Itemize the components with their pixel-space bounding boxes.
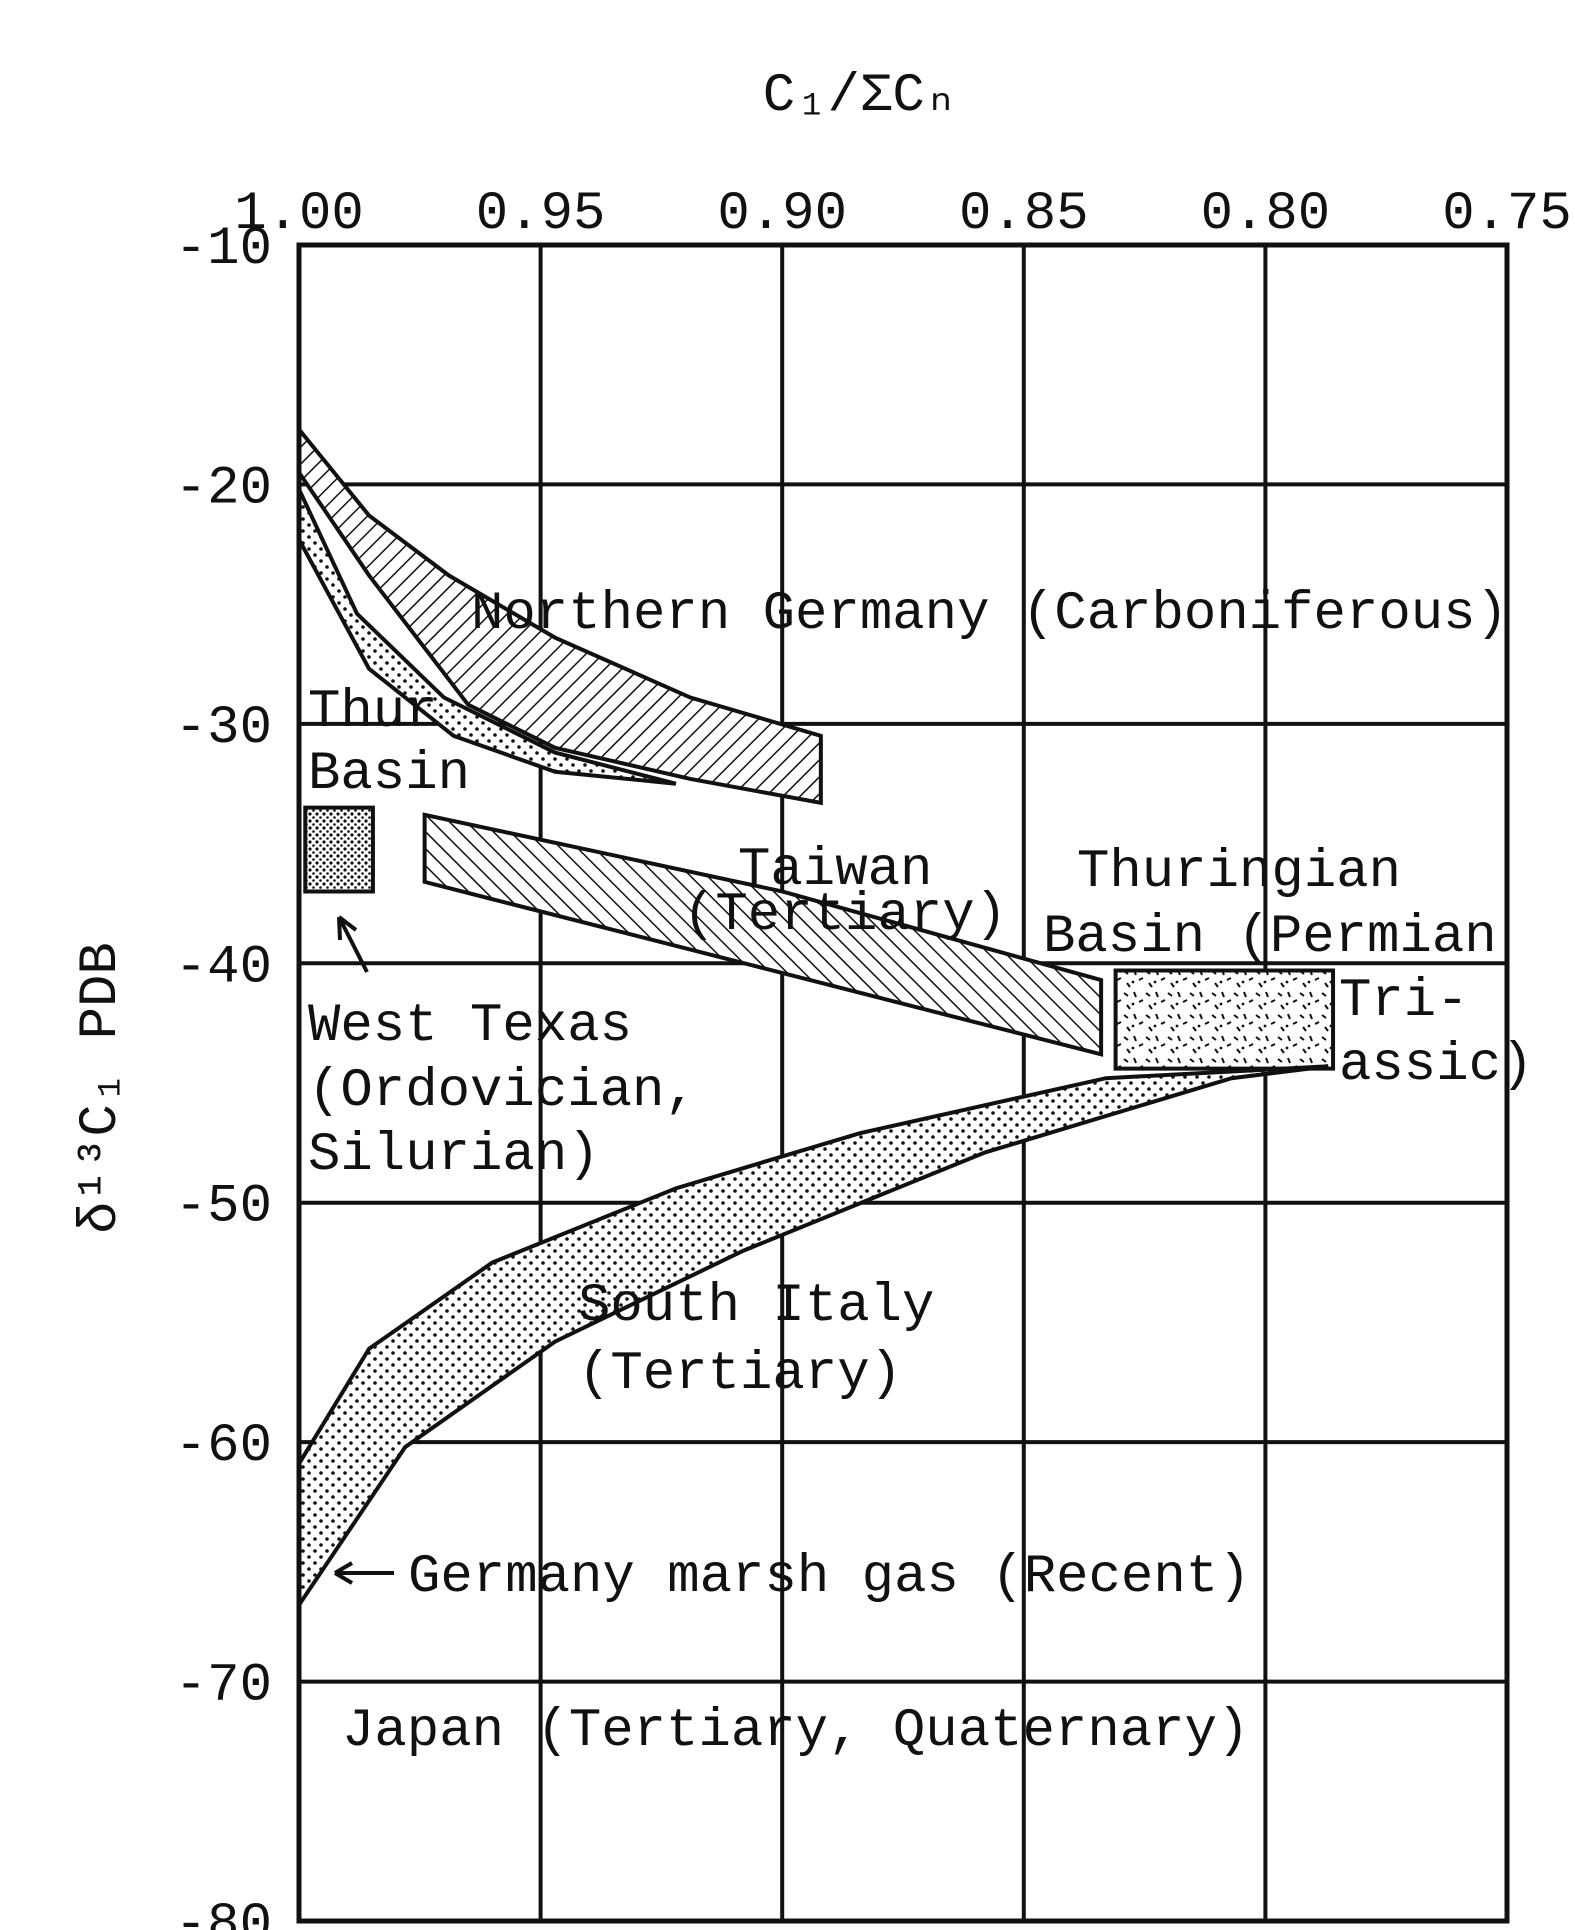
y-tick-label: -30 bbox=[175, 698, 272, 759]
y-tick-label: -50 bbox=[175, 1177, 272, 1238]
annotation: (Tertiary) bbox=[578, 1344, 902, 1405]
annotation: Northern Germany (Carboniferous) bbox=[471, 584, 1508, 645]
y-tick-label: -20 bbox=[175, 458, 272, 519]
annotation: Thuringian bbox=[1077, 842, 1401, 903]
plot-frame bbox=[296, 242, 1510, 1924]
annotation: assic) bbox=[1339, 1035, 1533, 1096]
annotation: (Tertiary) bbox=[683, 885, 1007, 946]
region bbox=[1113, 968, 1336, 1071]
annotation: Japan (Tertiary, Quaternary) bbox=[342, 1701, 1249, 1762]
annotation: Tri- bbox=[1339, 971, 1469, 1032]
y-tick-label: -40 bbox=[175, 937, 272, 998]
y-tick-label: -70 bbox=[175, 1656, 272, 1717]
region bbox=[422, 812, 1104, 1057]
annotation: (Ordovician, bbox=[308, 1061, 697, 1122]
annotation: Thur bbox=[308, 682, 438, 743]
annotation: West Texas bbox=[308, 996, 632, 1057]
x-axis-label: C₁/ΣCₙ bbox=[763, 66, 958, 127]
annotations: Northern Germany (Carboniferous)ThurBasi… bbox=[308, 584, 1533, 1762]
y-tick-label: -60 bbox=[175, 1416, 272, 1477]
annotation: Basin (Permian bbox=[1043, 907, 1497, 968]
x-tick-label: 0.80 bbox=[1201, 184, 1331, 245]
x-tick-label: 0.85 bbox=[959, 184, 1089, 245]
y-axis-label: δ¹³C₁ PDB bbox=[71, 942, 132, 1234]
region bbox=[297, 1064, 1329, 1612]
annotation: Germany marsh gas (Recent) bbox=[408, 1547, 1251, 1608]
grid: 1.00 0.95 0.90 0.85 0.80 0.75 -10 -20 -30 -40 -50 -… bbox=[175, 184, 1572, 1930]
region bbox=[297, 488, 677, 786]
arrows bbox=[333, 915, 394, 1585]
x-tick-label: 0.75 bbox=[1442, 184, 1572, 245]
regions bbox=[297, 423, 1336, 1612]
annotation: Taiwan bbox=[738, 840, 932, 901]
annotation: South Italy bbox=[578, 1276, 934, 1337]
arrow bbox=[337, 915, 369, 973]
annotation: Basin bbox=[308, 744, 470, 805]
annotation: Silurian) bbox=[308, 1125, 600, 1186]
region bbox=[297, 423, 823, 806]
x-tick-label: 0.95 bbox=[476, 184, 606, 245]
x-tick-label: 0.90 bbox=[717, 184, 847, 245]
region bbox=[303, 805, 375, 894]
arrow bbox=[333, 1561, 394, 1585]
x-tick-label: 1.00 bbox=[234, 184, 364, 245]
y-tick-label: -10 bbox=[175, 219, 272, 280]
y-tick-label: -80 bbox=[175, 1895, 272, 1930]
